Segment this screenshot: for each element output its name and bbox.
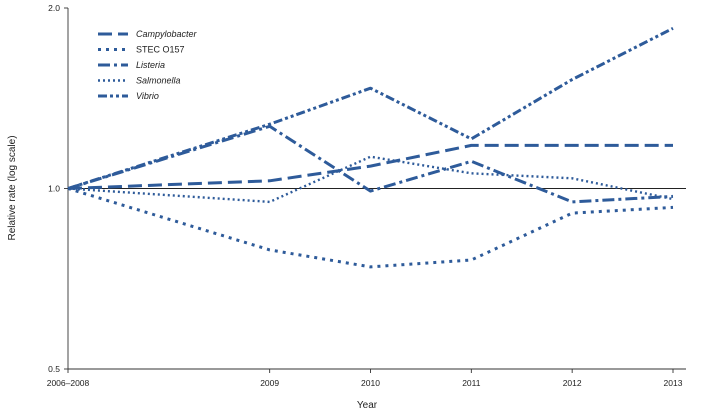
x-tick-label: 2006–2008: [47, 378, 90, 388]
legend-label-vibrio: Vibrio: [136, 91, 159, 101]
legend-label-stec-o157: STEC O157: [136, 45, 185, 55]
series-line-listeria: [67, 124, 674, 204]
y-axis-title: Relative rate (log scale): [7, 135, 18, 240]
x-tick-label: 2011: [462, 378, 481, 388]
x-tick-label: 2009: [260, 378, 279, 388]
legend-label-salmonella: Salmonella: [136, 76, 181, 86]
legend-label-listeria: Listeria: [136, 60, 165, 70]
y-tick-label: 2.0: [48, 3, 60, 13]
y-ticks: 0.5 1.0 2.0: [48, 3, 68, 374]
x-ticks: 2006–2008 2009 2010 2011 2012 2013: [47, 369, 683, 388]
y-tick-label: 1.0: [48, 184, 60, 194]
y-tick-label: 0.5: [48, 364, 60, 374]
series-lines: [67, 26, 674, 269]
series-line-campylobacter: [67, 143, 673, 190]
legend-label-campylobacter: Campylobacter: [136, 29, 198, 39]
x-tick-label: 2012: [563, 378, 582, 388]
x-tick-label: 2013: [664, 378, 683, 388]
series-line-salmonella: [67, 155, 674, 204]
legend: Campylobacter STEC O157 Listeria Salmonella…: [98, 29, 198, 101]
x-axis-title: Year: [357, 400, 378, 411]
series-line-vibrio: [67, 26, 674, 190]
x-tick-label: 2010: [361, 378, 380, 388]
